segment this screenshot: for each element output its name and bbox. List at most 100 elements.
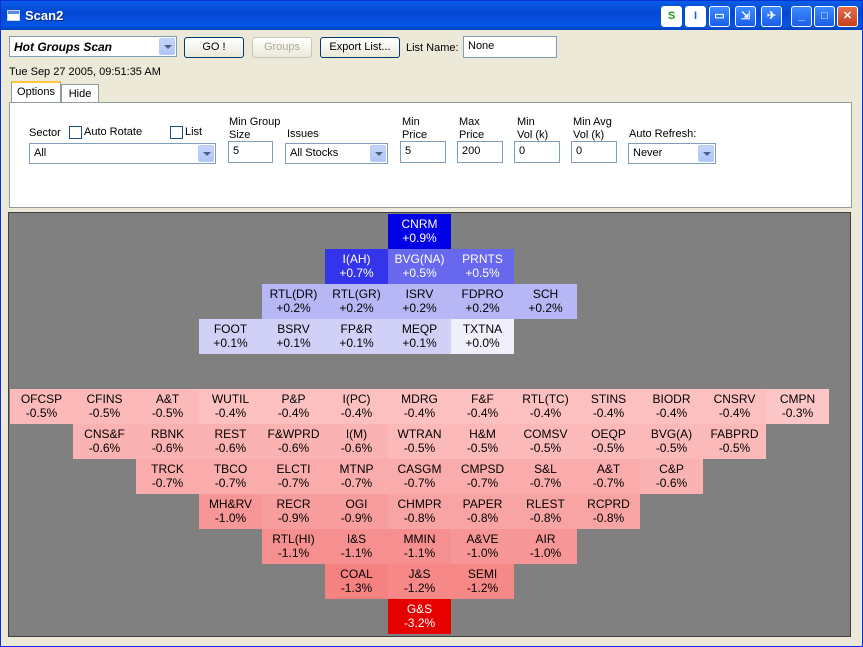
toolbar-s-icon[interactable]: S bbox=[661, 6, 682, 27]
group-cell[interactable]: C&P -0.6% bbox=[640, 459, 703, 494]
chevron-down-icon[interactable] bbox=[370, 145, 386, 162]
group-cell[interactable]: REST -0.6% bbox=[199, 424, 262, 459]
group-cell[interactable]: RTL(GR) +0.2% bbox=[325, 284, 388, 319]
group-cell[interactable]: I(AH) +0.7% bbox=[325, 249, 388, 284]
auto-rotate-checkbox[interactable] bbox=[69, 126, 82, 139]
group-cell[interactable]: P&P -0.4% bbox=[262, 389, 325, 424]
sector-select[interactable]: All bbox=[29, 143, 216, 164]
group-cell[interactable]: MDRG -0.4% bbox=[388, 389, 451, 424]
group-cell[interactable]: ISRV +0.2% bbox=[388, 284, 451, 319]
title-bar[interactable]: Scan2 S I ▭ ⇲ ✈ _ □ ✕ bbox=[1, 1, 862, 30]
group-cell[interactable]: BIODR -0.4% bbox=[640, 389, 703, 424]
group-cell[interactable]: F&WPRD -0.6% bbox=[262, 424, 325, 459]
group-cell[interactable]: TRCK -0.7% bbox=[136, 459, 199, 494]
group-cell[interactable]: BVG(A) -0.5% bbox=[640, 424, 703, 459]
group-cell[interactable]: OGI -0.9% bbox=[325, 494, 388, 529]
group-cell[interactable]: G&S -3.2% bbox=[388, 599, 451, 634]
group-cell[interactable]: RBNK -0.6% bbox=[136, 424, 199, 459]
go-button[interactable]: GO ! bbox=[184, 37, 244, 58]
group-cell[interactable]: BSRV +0.1% bbox=[262, 319, 325, 354]
group-cell[interactable]: TBCO -0.7% bbox=[199, 459, 262, 494]
group-cell[interactable]: MMIN -1.1% bbox=[388, 529, 451, 564]
group-change: -1.1% bbox=[403, 546, 436, 560]
group-cell[interactable]: WUTIL -0.4% bbox=[199, 389, 262, 424]
group-cell[interactable]: I(M) -0.6% bbox=[325, 424, 388, 459]
chevron-down-icon[interactable] bbox=[159, 38, 175, 55]
group-cell[interactable]: COAL -1.3% bbox=[325, 564, 388, 599]
group-cell[interactable]: CHMPR -0.8% bbox=[388, 494, 451, 529]
group-cell[interactable]: CFINS -0.5% bbox=[73, 389, 136, 424]
group-cell[interactable]: RCPRD -0.8% bbox=[577, 494, 640, 529]
group-cell[interactable]: MH&RV -1.0% bbox=[199, 494, 262, 529]
min-avg-vol-input[interactable]: 0 bbox=[571, 141, 617, 163]
group-cell[interactable]: SEMI -1.2% bbox=[451, 564, 514, 599]
group-cell[interactable]: BVG(NA) +0.5% bbox=[388, 249, 451, 284]
group-cell[interactable]: F&F -0.4% bbox=[451, 389, 514, 424]
group-cell[interactable]: OEQP -0.5% bbox=[577, 424, 640, 459]
export-list-button[interactable]: Export List... bbox=[320, 37, 400, 58]
tab-hide[interactable]: Hide bbox=[61, 84, 99, 104]
group-cell[interactable]: PAPER -0.8% bbox=[451, 494, 514, 529]
list-name-input[interactable]: None bbox=[463, 36, 557, 58]
group-cell[interactable]: S&L -0.7% bbox=[514, 459, 577, 494]
group-cell[interactable]: FDPRO +0.2% bbox=[451, 284, 514, 319]
scan-select[interactable]: Hot Groups Scan bbox=[9, 36, 177, 57]
group-cell[interactable]: RLEST -0.8% bbox=[514, 494, 577, 529]
group-cell[interactable]: RTL(HI) -1.1% bbox=[262, 529, 325, 564]
group-cell[interactable]: CNS&F -0.6% bbox=[73, 424, 136, 459]
auto-refresh-select[interactable]: Never bbox=[628, 143, 716, 164]
chevron-down-icon[interactable] bbox=[698, 145, 714, 162]
toolbar-export-icon[interactable]: ⇲ bbox=[735, 6, 756, 27]
group-cell[interactable]: FOOT +0.1% bbox=[199, 319, 262, 354]
min-group-size-label: Min Group bbox=[229, 116, 281, 128]
group-cell[interactable]: A&T -0.7% bbox=[577, 459, 640, 494]
group-cell[interactable]: OFCSP -0.5% bbox=[10, 389, 73, 424]
group-cell[interactable]: RTL(DR) +0.2% bbox=[262, 284, 325, 319]
group-cell[interactable]: FP&R +0.1% bbox=[325, 319, 388, 354]
list-checkbox[interactable] bbox=[170, 126, 183, 139]
chevron-down-icon[interactable] bbox=[198, 145, 214, 162]
group-cell[interactable]: CASGM -0.7% bbox=[388, 459, 451, 494]
min-price-input[interactable]: 5 bbox=[400, 141, 446, 163]
maximize-button[interactable]: □ bbox=[814, 6, 835, 27]
close-button[interactable]: ✕ bbox=[837, 6, 858, 27]
group-cell[interactable]: PRNTS +0.5% bbox=[451, 249, 514, 284]
group-cell[interactable]: WTRAN -0.5% bbox=[388, 424, 451, 459]
group-name: MDRG bbox=[401, 392, 438, 406]
group-cell[interactable]: J&S -1.2% bbox=[388, 564, 451, 599]
group-cell[interactable]: ELCTI -0.7% bbox=[262, 459, 325, 494]
group-cell[interactable]: H&M -0.5% bbox=[451, 424, 514, 459]
group-cell[interactable]: MEQP +0.1% bbox=[388, 319, 451, 354]
group-cell[interactable]: AIR -1.0% bbox=[514, 529, 577, 564]
group-change: +0.1% bbox=[213, 336, 248, 350]
group-cell[interactable]: CNSRV -0.4% bbox=[703, 389, 766, 424]
group-cell[interactable]: FABPRD -0.5% bbox=[703, 424, 766, 459]
minimize-button[interactable]: _ bbox=[791, 6, 812, 27]
pin-icon[interactable]: ✈ bbox=[761, 6, 782, 27]
groups-button[interactable]: Groups bbox=[252, 37, 312, 58]
min-group-size-input[interactable]: 5 bbox=[228, 141, 273, 163]
group-cell[interactable]: A&T -0.5% bbox=[136, 389, 199, 424]
group-cell[interactable]: SCH +0.2% bbox=[514, 284, 577, 319]
group-cell[interactable]: CMPN -0.3% bbox=[766, 389, 829, 424]
group-cell[interactable]: I(PC) -0.4% bbox=[325, 389, 388, 424]
group-cell[interactable]: CNRM +0.9% bbox=[388, 214, 451, 249]
group-cell[interactable]: STINS -0.4% bbox=[577, 389, 640, 424]
tab-options[interactable]: Options bbox=[11, 81, 61, 103]
toolbar-i-icon[interactable]: I bbox=[685, 6, 706, 27]
group-cell[interactable]: COMSV -0.5% bbox=[514, 424, 577, 459]
issues-select[interactable]: All Stocks bbox=[285, 143, 388, 164]
group-cell[interactable]: MTNP -0.7% bbox=[325, 459, 388, 494]
max-price-input[interactable]: 200 bbox=[457, 141, 503, 163]
min-vol-input[interactable]: 0 bbox=[514, 141, 560, 163]
toolbar-window-icon[interactable]: ▭ bbox=[709, 6, 730, 27]
group-cell[interactable]: RTL(TC) -0.4% bbox=[514, 389, 577, 424]
group-cell[interactable]: TXTNA +0.0% bbox=[451, 319, 514, 354]
min-price-label: Min bbox=[402, 116, 420, 128]
group-name: TBCO bbox=[213, 462, 248, 476]
group-cell[interactable]: I&S -1.1% bbox=[325, 529, 388, 564]
group-cell[interactable]: CMPSD -0.7% bbox=[451, 459, 514, 494]
group-cell[interactable]: A&VE -1.0% bbox=[451, 529, 514, 564]
group-cell[interactable]: RECR -0.9% bbox=[262, 494, 325, 529]
